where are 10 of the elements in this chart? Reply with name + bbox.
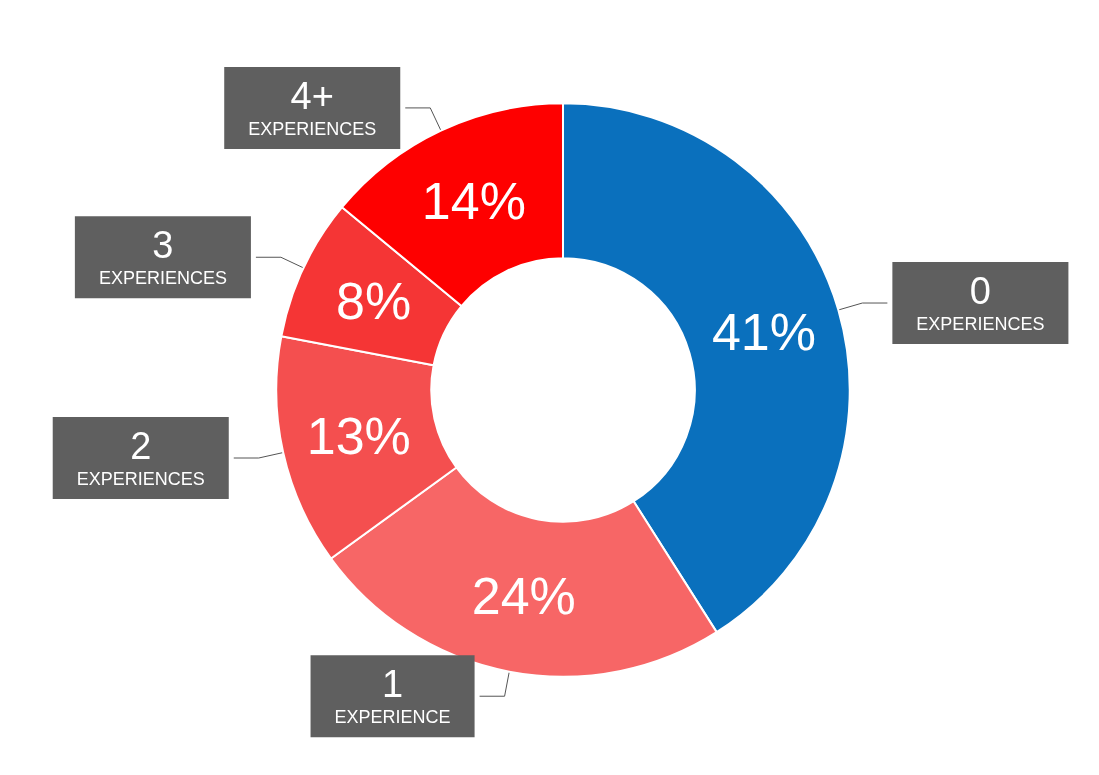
slice-label: 3 EXPERIENCES <box>98 224 227 289</box>
slice-label: 2 EXPERIENCES <box>76 425 205 490</box>
slice-label: 1 EXPERIENCE <box>334 663 451 728</box>
data-label: 8% <box>336 271 412 330</box>
data-label: 24% <box>471 566 576 625</box>
data-label: 14% <box>421 171 526 230</box>
data-label: 41% <box>711 302 816 361</box>
data-label: 13% <box>306 406 411 465</box>
slice-label: 0 EXPERIENCES <box>916 270 1045 335</box>
slice-label: 4+ EXPERIENCES <box>248 74 377 139</box>
